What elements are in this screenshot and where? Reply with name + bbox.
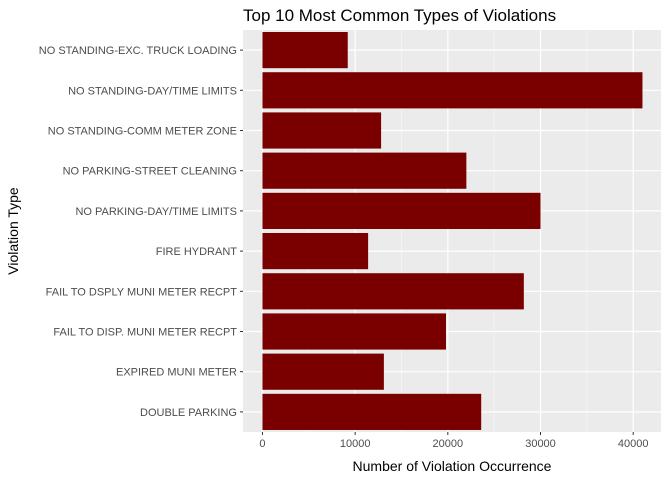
bar — [262, 393, 482, 430]
x-tick-label: 40000 — [618, 438, 649, 450]
x-tick-label: 20000 — [433, 438, 464, 450]
bar — [262, 233, 369, 270]
x-tick-label: 10000 — [340, 438, 371, 450]
y-tick-label: NO PARKING-STREET CLEANING — [63, 166, 237, 178]
bars — [262, 32, 643, 430]
y-tick-label: NO STANDING-DAY/TIME LIMITS — [68, 85, 237, 97]
y-tick-label: FAIL TO DISP. MUNI METER RECPT — [53, 327, 237, 339]
x-axis-ticks: 0 10000 20000 30000 40000 — [259, 432, 648, 450]
y-tick-label: NO PARKING-DAY/TIME LIMITS — [75, 206, 237, 218]
y-tick-label: FAIL TO DSPLY MUNI METER RECPT — [46, 286, 238, 298]
chart-title: Top 10 Most Common Types of Violations — [243, 6, 556, 25]
bar — [262, 72, 643, 109]
y-tick-label: EXPIRED MUNI METER — [116, 367, 237, 379]
y-tick-label: FIRE HYDRANT — [156, 246, 238, 258]
y-axis-ticks: NO STANDING-EXC. TRUCK LOADING NO STANDIN… — [39, 45, 243, 419]
x-tick-label: 30000 — [525, 438, 556, 450]
bar — [262, 353, 384, 390]
y-axis-title: Violation Type — [5, 187, 21, 275]
bar — [262, 192, 541, 229]
y-tick-label: NO STANDING-COMM METER ZONE — [48, 126, 237, 138]
x-axis-title: Number of Violation Occurrence — [353, 458, 552, 474]
x-tick-label: 0 — [259, 438, 265, 450]
bar — [262, 152, 467, 189]
bar — [262, 32, 348, 69]
y-tick-label: NO STANDING-EXC. TRUCK LOADING — [39, 45, 237, 57]
bar — [262, 112, 382, 149]
bar — [262, 313, 446, 350]
bar — [262, 273, 524, 310]
y-tick-label: DOUBLE PARKING — [140, 407, 237, 419]
